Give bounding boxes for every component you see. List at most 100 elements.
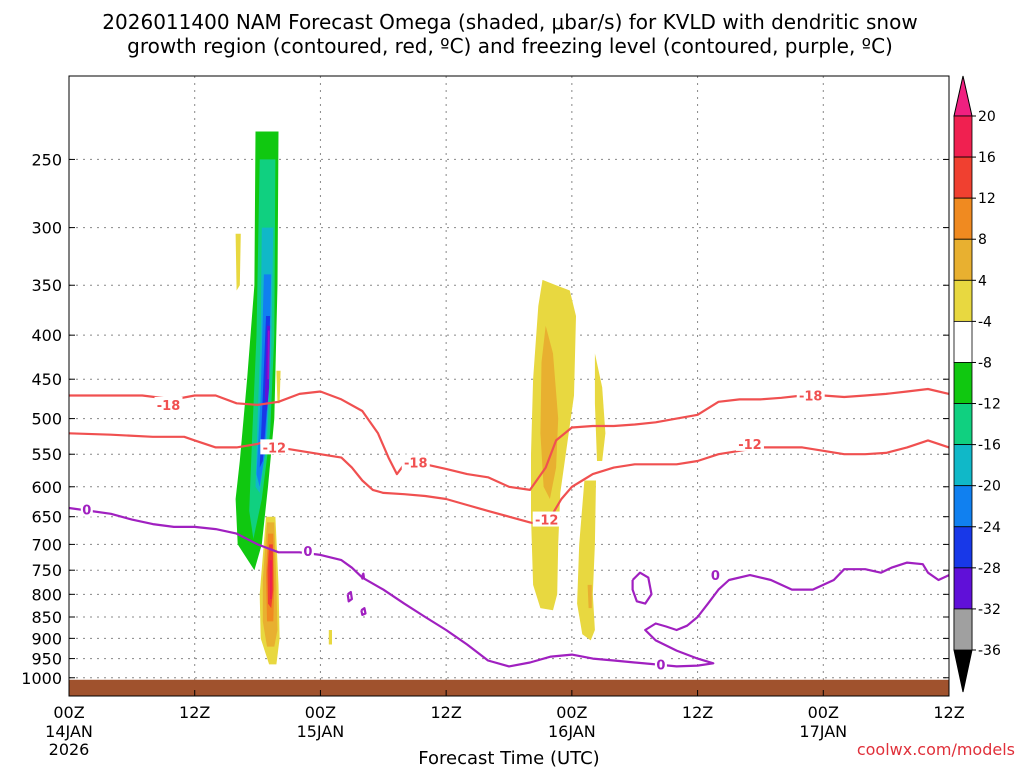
contour-label: -18 bbox=[157, 399, 181, 414]
x-tick-year-label: 2026 bbox=[49, 740, 90, 759]
ground-layer bbox=[69, 679, 949, 696]
omega-region-descent-14jan-pink bbox=[269, 560, 273, 599]
omega-shading-layer bbox=[235, 131, 606, 665]
contour-label-bg bbox=[154, 396, 183, 412]
colorbar-label: -8 bbox=[978, 355, 992, 371]
colorbar-label: -36 bbox=[978, 643, 1001, 659]
colorbar-label: -4 bbox=[978, 314, 992, 330]
contour-label-bg bbox=[796, 387, 825, 403]
colorbar-label: 4 bbox=[978, 273, 987, 289]
colorbar-swatch bbox=[953, 403, 973, 446]
y-tick-label: 400 bbox=[31, 326, 62, 345]
contour-label-bg bbox=[709, 567, 722, 583]
colorbar-label: -28 bbox=[978, 561, 1001, 577]
y-tick-label: 1000 bbox=[21, 669, 62, 688]
contour-label: -18 bbox=[404, 456, 428, 471]
contour-label-bg bbox=[401, 454, 430, 470]
colorbar-swatch bbox=[953, 485, 973, 528]
contour-label-bg bbox=[260, 439, 289, 455]
y-tick-label: 600 bbox=[31, 478, 62, 497]
contour-label-bg bbox=[654, 656, 667, 672]
contour-label: 0 bbox=[82, 504, 91, 519]
colorbar-swatch bbox=[953, 197, 973, 240]
colorbar-label: 20 bbox=[978, 109, 996, 125]
contour-label: 0 bbox=[656, 658, 665, 673]
colorbar-label: -20 bbox=[978, 479, 1001, 495]
x-tick-date-label: 16JAN bbox=[548, 722, 596, 741]
contour-label: -18 bbox=[799, 389, 823, 404]
colorbar-swatch bbox=[953, 115, 973, 158]
chart-title-line-2: growth region (contoured, red, ºC) and f… bbox=[127, 34, 893, 58]
y-tick-label: 800 bbox=[31, 585, 62, 604]
colorbar-swatch bbox=[953, 279, 973, 322]
chart-title-line-1: 2026011400 NAM Forecast Omega (shaded, μ… bbox=[102, 10, 917, 34]
x-tick-label: 00Z bbox=[53, 703, 84, 722]
y-axis: 250 300 350 400 450 500 550 600 650 700 750 800 850 9… bbox=[21, 150, 949, 688]
colorbar-swatch bbox=[953, 608, 973, 651]
x-tick-date-label: 17JAN bbox=[799, 722, 847, 741]
contour-freezing-dot-1 bbox=[346, 590, 353, 603]
colorbar-swatch bbox=[953, 362, 973, 404]
colorbar-swatch bbox=[953, 526, 973, 569]
colorbar-label: 16 bbox=[978, 150, 996, 166]
x-tick-label: 12Z bbox=[430, 703, 461, 722]
plot-area: -18 -12 -18 -12 -12 -18 0 0 0 0 bbox=[68, 76, 950, 696]
contour-label: -12 bbox=[263, 441, 287, 456]
omega-region-descent-16jan-yellow-upper bbox=[594, 353, 606, 461]
colorbar-swatch bbox=[953, 238, 973, 281]
y-tick-label: 500 bbox=[31, 410, 62, 429]
x-tick-label: 00Z bbox=[808, 703, 839, 722]
contour-label-bg bbox=[80, 501, 93, 517]
colorbar-swatch bbox=[953, 444, 973, 487]
plot-frame bbox=[68, 75, 950, 697]
y-tick-label: 350 bbox=[31, 276, 62, 295]
y-tick-label: 700 bbox=[31, 535, 62, 554]
colorbar-label: -24 bbox=[978, 520, 1001, 536]
y-tick-label: 850 bbox=[31, 608, 62, 627]
x-tick-label: 12Z bbox=[933, 703, 964, 722]
y-tick-label: 750 bbox=[31, 561, 62, 580]
plot-background bbox=[69, 76, 949, 696]
contour-label-layer: -18 -12 -18 -12 -12 -18 0 0 0 0 bbox=[80, 387, 825, 673]
y-tick-label: 300 bbox=[31, 219, 62, 238]
x-tick-label: 00Z bbox=[305, 703, 336, 722]
colorbar-label: 12 bbox=[978, 191, 996, 207]
x-tick-label: 12Z bbox=[179, 703, 210, 722]
colorbar-bottom-arrow bbox=[953, 649, 973, 693]
contour-label-bg bbox=[735, 435, 764, 451]
y-tick-label: 950 bbox=[31, 650, 62, 669]
credit-text: coolwx.com/models bbox=[857, 740, 1015, 759]
x-tick-label: 12Z bbox=[682, 703, 713, 722]
contour-label-bg bbox=[301, 542, 314, 558]
contour-label: 0 bbox=[303, 545, 312, 560]
colorbar-swatch bbox=[953, 567, 973, 610]
contour-freezing-ring bbox=[631, 571, 653, 605]
omega-region-ascent-band-14jan-magenta bbox=[267, 330, 270, 380]
omega-region-descent-16jan-gold-small bbox=[587, 584, 592, 609]
contour-freezing-dot-3 bbox=[361, 572, 365, 580]
colorbar-swatch bbox=[953, 156, 973, 199]
x-tick-date-label: 15JAN bbox=[297, 722, 345, 741]
omega-region-descent-small-900 bbox=[328, 630, 332, 645]
contour-label-bg bbox=[532, 511, 561, 527]
y-tick-label: 650 bbox=[31, 508, 62, 527]
x-tick-date-label: 14JAN bbox=[45, 722, 93, 741]
y-tick-label: 900 bbox=[31, 629, 62, 648]
colorbar-label: -16 bbox=[978, 438, 1001, 454]
contour-freezing-dot-2 bbox=[360, 607, 367, 616]
colorbar-label: -32 bbox=[978, 602, 1001, 618]
colorbar-swatch bbox=[953, 320, 973, 363]
colorbar-top-arrow bbox=[953, 75, 973, 117]
x-axis-label: Forecast Time (UTC) bbox=[418, 748, 599, 768]
y-tick-label: 450 bbox=[31, 370, 62, 389]
omega-region-descent-small-470 bbox=[276, 370, 281, 404]
x-tick-label: 00Z bbox=[556, 703, 587, 722]
colorbar: 20 16 12 8 4 -4 -8 -12 -16 -20 -24 -28 -32 -36 bbox=[953, 75, 1001, 693]
contour-label: -12 bbox=[535, 514, 559, 529]
omega-region-descent-16jan-gold bbox=[540, 325, 559, 499]
contour-label: -12 bbox=[738, 438, 762, 453]
y-tick-label: 550 bbox=[31, 445, 62, 464]
colorbar-label: 8 bbox=[978, 232, 987, 248]
